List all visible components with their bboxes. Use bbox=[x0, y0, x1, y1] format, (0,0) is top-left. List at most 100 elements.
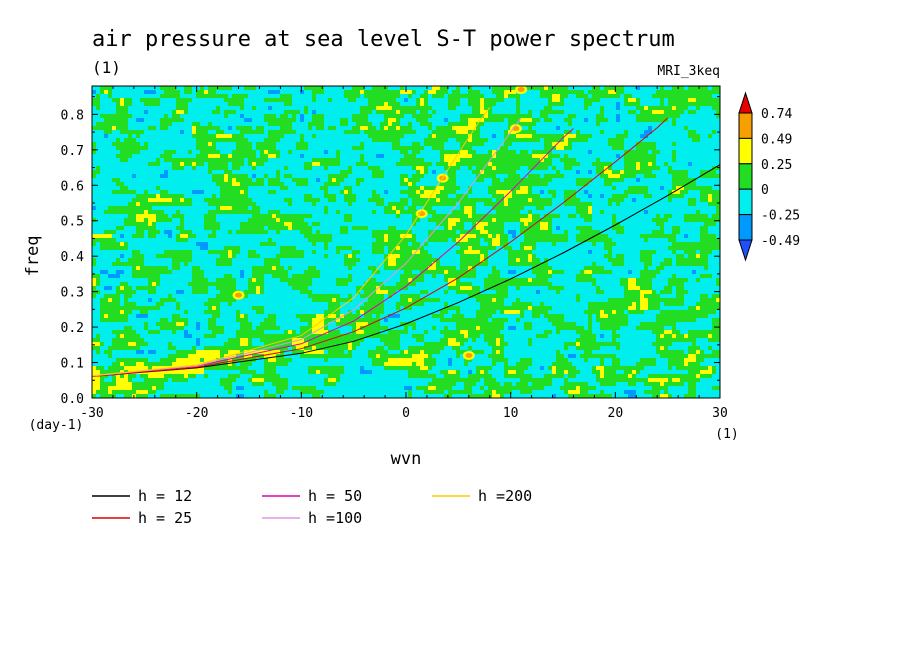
contour-cell bbox=[204, 130, 208, 134]
contour-cell bbox=[540, 150, 544, 154]
contour-cell bbox=[620, 90, 624, 94]
contour-cell bbox=[268, 134, 272, 138]
contour-cell bbox=[272, 274, 276, 278]
contour-cell bbox=[708, 134, 712, 138]
contour-cell bbox=[116, 122, 120, 126]
contour-cell bbox=[284, 166, 288, 170]
contour-cell bbox=[696, 258, 700, 262]
contour-cell bbox=[140, 254, 144, 258]
contour-cell bbox=[220, 130, 224, 134]
contour-cell bbox=[404, 262, 408, 266]
contour-cell bbox=[220, 298, 224, 302]
contour-cell bbox=[400, 162, 404, 166]
contour-cell bbox=[464, 326, 468, 330]
contour-cell bbox=[328, 310, 332, 314]
contour-cell bbox=[520, 162, 524, 166]
contour-cell bbox=[544, 154, 548, 158]
contour-cell bbox=[672, 154, 676, 158]
contour-cell bbox=[472, 130, 476, 134]
contour-cell bbox=[164, 174, 168, 178]
contour-cell bbox=[116, 246, 120, 250]
contour-cell bbox=[520, 158, 524, 162]
contour-cell bbox=[212, 298, 216, 302]
contour-cell bbox=[492, 246, 496, 250]
contour-cell bbox=[208, 306, 212, 310]
contour-cell bbox=[96, 170, 100, 174]
contour-cell bbox=[164, 322, 168, 326]
contour-cell bbox=[668, 318, 672, 322]
contour-cell bbox=[180, 350, 184, 354]
contour-cell bbox=[272, 118, 276, 122]
contour-cell bbox=[584, 274, 588, 278]
contour-cell bbox=[148, 234, 152, 238]
contour-cell bbox=[200, 274, 204, 278]
contour-cell bbox=[108, 90, 112, 94]
contour-cell bbox=[368, 266, 372, 270]
contour-cell bbox=[700, 174, 704, 178]
contour-cell bbox=[372, 242, 376, 246]
contour-cell bbox=[200, 154, 204, 158]
contour-cell bbox=[628, 282, 632, 286]
contour-cell bbox=[660, 334, 664, 338]
contour-cell bbox=[128, 258, 132, 262]
contour-cell bbox=[604, 170, 608, 174]
contour-cell bbox=[148, 298, 152, 302]
contour-cell bbox=[456, 222, 460, 226]
contour-cell bbox=[436, 314, 440, 318]
contour-cell bbox=[196, 354, 200, 358]
contour-cell bbox=[564, 190, 568, 194]
contour-cell bbox=[696, 94, 700, 98]
contour-cell bbox=[448, 214, 452, 218]
contour-cell bbox=[388, 226, 392, 230]
contour-cell bbox=[440, 190, 444, 194]
model-label: MRI_3keq bbox=[657, 64, 720, 79]
contour-cell bbox=[236, 162, 240, 166]
contour-cell bbox=[492, 98, 496, 102]
contour-cell bbox=[668, 334, 672, 338]
contour-cell bbox=[460, 270, 464, 274]
contour-cell bbox=[504, 182, 508, 186]
contour-cell bbox=[512, 114, 516, 118]
contour-cell bbox=[488, 278, 492, 282]
contour-cell bbox=[644, 270, 648, 274]
contour-cell bbox=[544, 218, 548, 222]
contour-cell bbox=[576, 130, 580, 134]
contour-cell bbox=[316, 118, 320, 122]
contour-cell bbox=[628, 298, 632, 302]
contour-cell bbox=[716, 294, 720, 298]
contour-cell bbox=[536, 226, 540, 230]
contour-cell bbox=[316, 238, 320, 242]
contour-cell bbox=[672, 238, 676, 242]
contour-cell bbox=[328, 162, 332, 166]
contour-cell bbox=[388, 114, 392, 118]
contour-cell bbox=[504, 146, 508, 150]
contour-cell bbox=[488, 234, 492, 238]
contour-cell bbox=[256, 278, 260, 282]
contour-cell bbox=[684, 318, 688, 322]
contour-cell bbox=[716, 198, 720, 202]
contour-cell bbox=[584, 190, 588, 194]
contour-cell bbox=[596, 342, 600, 346]
contour-cell bbox=[680, 298, 684, 302]
contour-cell bbox=[180, 202, 184, 206]
contour-cell bbox=[316, 350, 320, 354]
contour-cell bbox=[388, 294, 392, 298]
contour-cell bbox=[472, 198, 476, 202]
contour-cell bbox=[612, 310, 616, 314]
contour-cell bbox=[292, 334, 296, 338]
contour-cell bbox=[176, 250, 180, 254]
contour-cell bbox=[480, 174, 484, 178]
contour-cell bbox=[572, 134, 576, 138]
contour-cell bbox=[564, 142, 568, 146]
contour-cell bbox=[244, 126, 248, 130]
contour-cell bbox=[356, 122, 360, 126]
contour-cell bbox=[200, 158, 204, 162]
contour-cell bbox=[488, 338, 492, 342]
contour-cell bbox=[148, 286, 152, 290]
contour-cell bbox=[136, 266, 140, 270]
contour-cell bbox=[408, 206, 412, 210]
contour-cell bbox=[524, 150, 528, 154]
contour-cell bbox=[232, 162, 236, 166]
contour-cell bbox=[408, 210, 412, 214]
contour-cell bbox=[640, 146, 644, 150]
